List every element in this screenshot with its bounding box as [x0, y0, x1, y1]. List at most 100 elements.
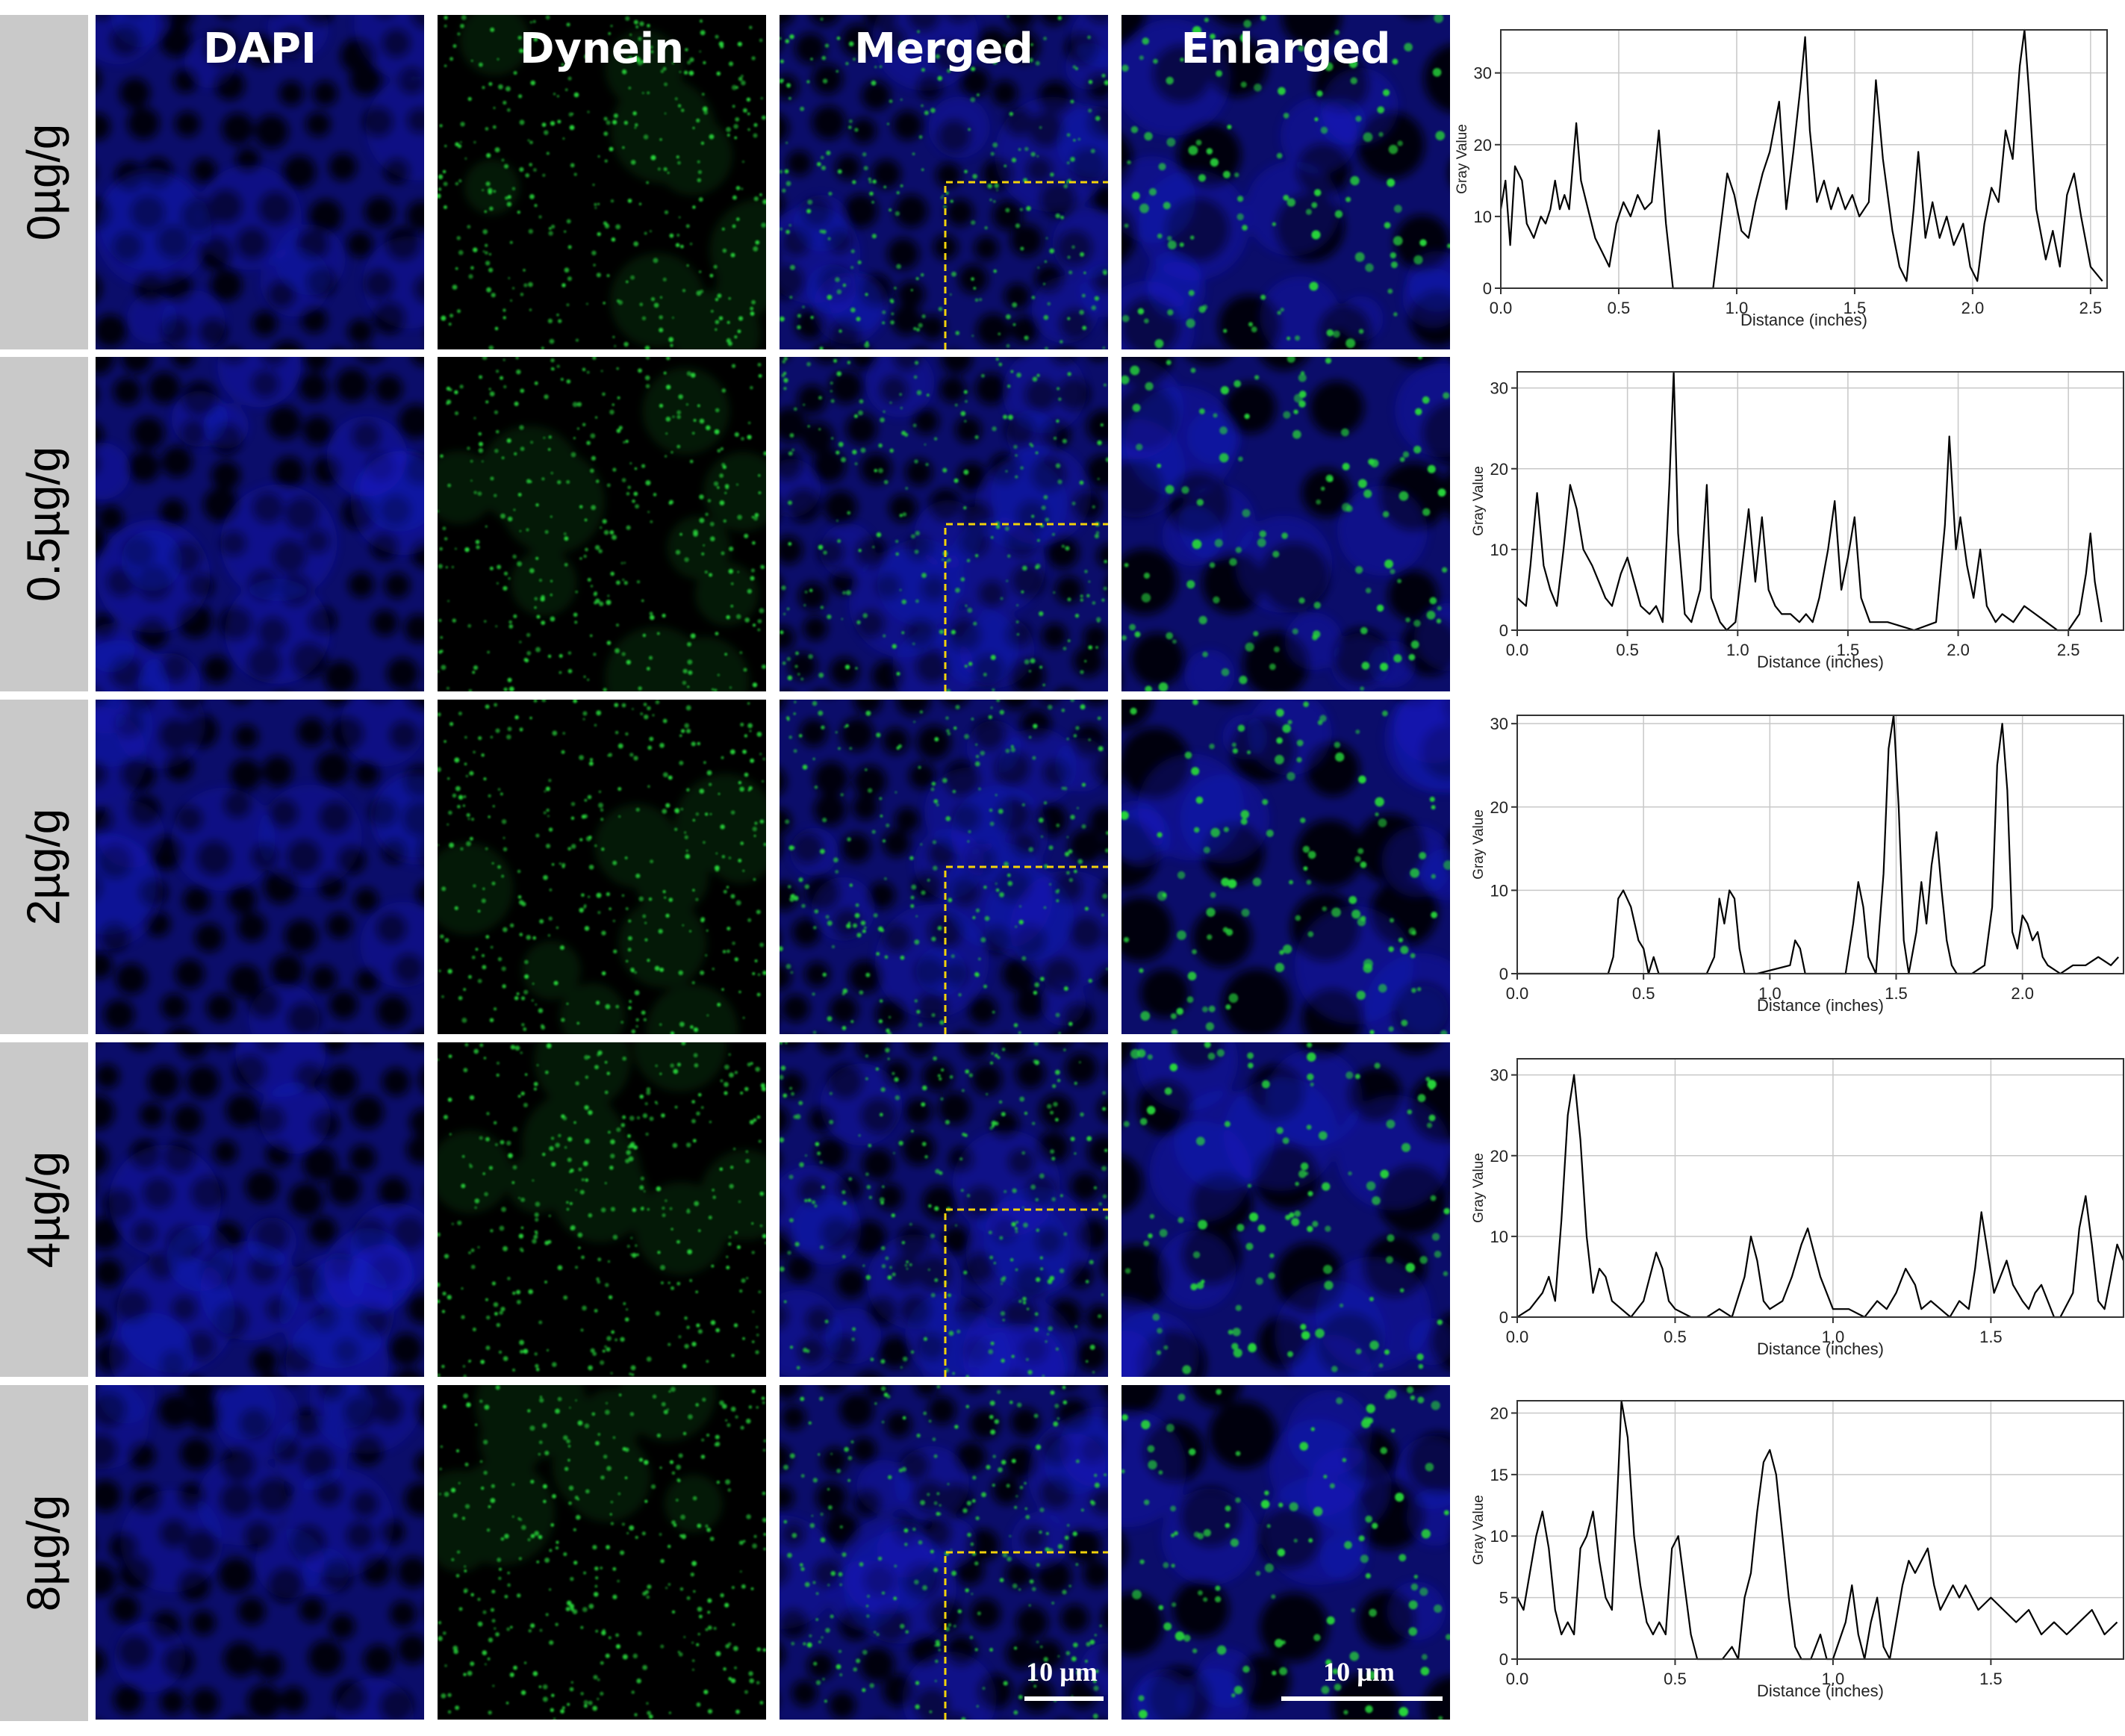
enlarged-panel: [1121, 15, 1450, 349]
y-tick-label: 10: [1490, 1228, 1508, 1246]
y-tick-label: 30: [1490, 1066, 1508, 1085]
plot-frame: [1500, 29, 2108, 289]
x-tick-label: 2.5: [2057, 641, 2080, 659]
row-label-text: 8µg/g: [18, 1494, 70, 1612]
y-tick-label: 0: [1499, 621, 1508, 640]
intensity-profile-plot-4: 0.0 0.5 1.0 1.5 0 5 10 15 20 Distance (inches) Gra…: [1471, 1393, 2125, 1707]
intensity-profile-plot-1: 0.0 0.5 1.0 1.5 2.0 2.5 0 10 20 30 Distance (inche…: [1471, 364, 2125, 678]
dapi-panel: [96, 700, 424, 1034]
x-tick-label: 0.0: [1506, 1670, 1529, 1688]
dapi-panel: [96, 1042, 424, 1377]
profile-line: [1516, 1399, 2118, 1661]
x-tick-label: 1.0: [1726, 299, 1749, 317]
column-header-merged: Merged: [854, 25, 1033, 73]
row-label-text: 0.5µg/g: [18, 446, 70, 603]
column-header-enlarged: Enlarged: [1180, 25, 1391, 73]
y-tick-label: 10: [1474, 208, 1492, 226]
y-tick-label: 5: [1499, 1589, 1508, 1608]
x-tick-label: 0.5: [1616, 641, 1639, 659]
profile-line: [1499, 28, 2103, 290]
x-tick-label: 2.0: [2011, 984, 2034, 1003]
x-tick-label: 1.5: [1979, 1328, 2003, 1346]
intensity-profile-plot-0: 0.0 0.5 1.0 1.5 2.0 2.5 0 10 20 30 Distance (inche…: [1454, 22, 2112, 336]
x-axis-label: Distance (inches): [1757, 1340, 1884, 1358]
enlarged-panel: [1121, 700, 1450, 1034]
x-tick-label: 0.0: [1506, 984, 1529, 1003]
scale-bar-label-enlarged: 10 µm: [1323, 1657, 1395, 1687]
x-tick-label: 1.5: [1885, 984, 1908, 1003]
x-axis-label: Distance (inches): [1740, 311, 1867, 329]
x-tick-label: 2.5: [2079, 299, 2103, 317]
column-header-dynein: Dynein: [520, 25, 684, 73]
plot-frame: [1516, 715, 2124, 974]
scale-bar-merged: [1024, 1696, 1104, 1701]
enlarged-panel: [1121, 1042, 1450, 1377]
x-tick-label: 0.5: [1608, 299, 1631, 317]
x-tick-label: 0.5: [1664, 1328, 1687, 1346]
dapi-panel: [96, 1385, 424, 1720]
x-tick-label: 1.5: [1837, 641, 1860, 659]
x-tick-label: 0.0: [1490, 299, 1513, 317]
y-tick-label: 30: [1490, 715, 1508, 733]
profile-chart-svg: 0.0 0.5 1.0 1.5 2.0 2.5 0 10 20 30 Distance (inche…: [1471, 370, 2124, 671]
y-tick-label: 0: [1483, 279, 1492, 298]
profile-line: [1516, 370, 2103, 632]
x-tick-label: 1.0: [1822, 1670, 1845, 1688]
row-label-text: 2µg/g: [18, 808, 70, 926]
merged-panel: [780, 1385, 1108, 1720]
profile-line: [1516, 1074, 2125, 1319]
y-tick-label: 10: [1490, 881, 1508, 900]
x-tick-label: 0.0: [1506, 1328, 1529, 1346]
x-tick-label: 2.0: [1961, 299, 1985, 317]
row-label-4: 8µg/g: [0, 1385, 88, 1721]
enlarged-panel: [1121, 357, 1450, 691]
y-tick-label: 10: [1490, 1527, 1508, 1546]
y-tick-label: 20: [1490, 798, 1508, 817]
y-axis-label: Gray Value: [1471, 1495, 1487, 1565]
x-tick-label: 1.5: [1844, 299, 1867, 317]
merged-panel: [780, 15, 1108, 349]
y-axis-label: Gray Value: [1454, 124, 1470, 194]
y-tick-label: 0: [1499, 965, 1508, 983]
profile-chart-svg: 0.0 0.5 1.0 1.5 0 5 10 15 20 Distance (inches) Gra…: [1471, 1399, 2124, 1700]
y-tick-label: 20: [1490, 1404, 1508, 1422]
row-label-0: 0µg/g: [0, 15, 88, 349]
x-axis-label: Distance (inches): [1757, 996, 1884, 1015]
x-tick-label: 2.0: [1947, 641, 1970, 659]
y-tick-label: 30: [1474, 64, 1492, 83]
x-axis-label: Distance (inches): [1757, 1681, 1884, 1700]
dynein-panel: [438, 1042, 766, 1377]
y-tick-label: 0: [1499, 1308, 1508, 1327]
y-tick-label: 20: [1474, 136, 1492, 155]
y-tick-label: 20: [1490, 460, 1508, 479]
dapi-panel: [96, 15, 424, 349]
x-tick-label: 1.0: [1726, 641, 1749, 659]
y-tick-label: 15: [1490, 1466, 1508, 1484]
enlarged-panel: [1121, 1385, 1450, 1720]
x-tick-label: 0.5: [1632, 984, 1655, 1003]
x-tick-label: 1.5: [1979, 1670, 2003, 1688]
x-tick-label: 0.0: [1506, 641, 1529, 659]
dapi-panel: [96, 357, 424, 691]
dynein-panel: [438, 15, 766, 349]
x-tick-label: 1.0: [1822, 1328, 1845, 1346]
x-tick-label: 1.0: [1758, 984, 1782, 1003]
dynein-panel: [438, 1385, 766, 1720]
y-axis-label: Gray Value: [1471, 809, 1487, 880]
profile-chart-svg: 0.0 0.5 1.0 1.5 2.0 2.5 0 10 20 30 Distance (inche…: [1454, 28, 2108, 329]
scale-bar-label-merged: 10 µm: [1026, 1657, 1098, 1687]
row-label-text: 4µg/g: [18, 1151, 70, 1269]
x-tick-label: 0.5: [1664, 1670, 1687, 1688]
merged-panel: [780, 700, 1108, 1034]
y-axis-label: Gray Value: [1471, 1153, 1487, 1223]
merged-panel: [780, 1042, 1108, 1377]
profile-chart-svg: 0.0 0.5 1.0 1.5 2.0 0 10 20 30 Distance (inches) G…: [1471, 714, 2124, 1015]
y-tick-label: 30: [1490, 379, 1508, 398]
scale-bar-enlarged: [1281, 1696, 1443, 1701]
x-axis-label: Distance (inches): [1757, 653, 1884, 671]
y-tick-label: 0: [1499, 1650, 1508, 1669]
plot-frame: [1516, 1400, 2124, 1660]
row-label-2: 2µg/g: [0, 700, 88, 1034]
row-label-1: 0.5µg/g: [0, 357, 88, 691]
row-label-text: 0µg/g: [18, 123, 70, 241]
